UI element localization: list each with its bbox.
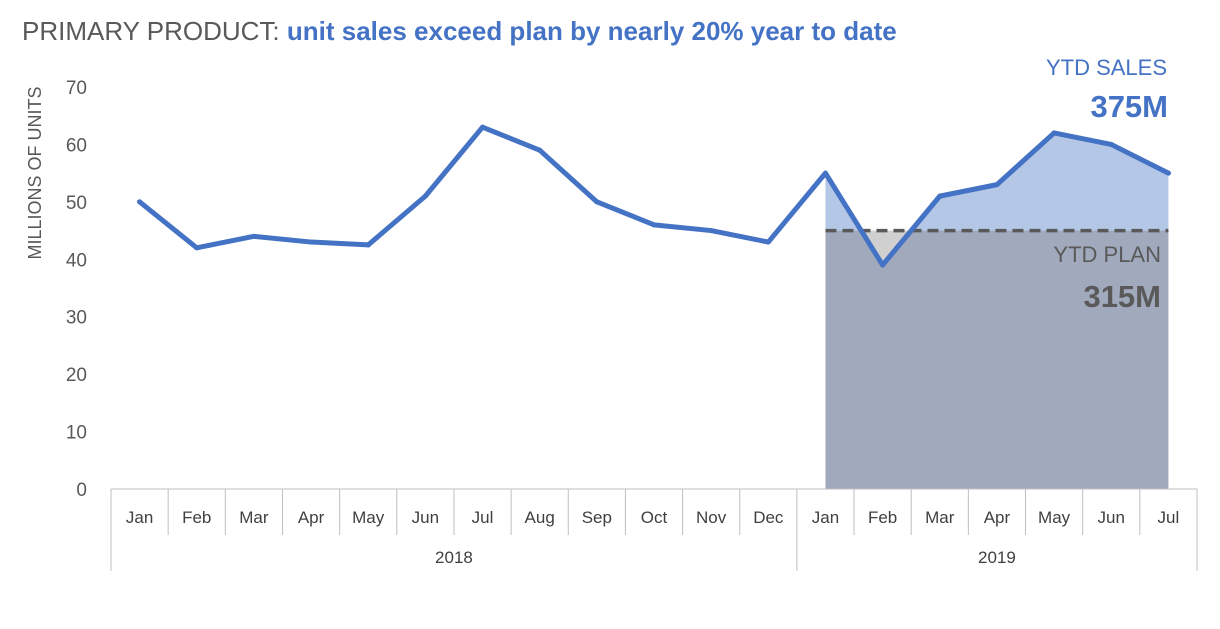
x-tick-label: Feb — [868, 508, 897, 527]
sales-point-9 — [651, 222, 657, 228]
ytd-sales-annotation: YTD SALES 375M — [1046, 55, 1168, 124]
sales-point-13 — [880, 262, 886, 268]
x-tick-label: Jan — [126, 508, 153, 527]
year-label: 2019 — [978, 548, 1016, 567]
sales-point-11 — [765, 239, 771, 245]
x-tick-label: Oct — [641, 508, 668, 527]
area-layer — [825, 132, 1169, 490]
ytd-sales-value: 375M — [1090, 89, 1168, 124]
x-tick-label: Jul — [472, 508, 494, 527]
x-axis: Jan Feb Mar Apr May Jun Jul Aug Sep Oct Nov Dec Jan F… — [110, 488, 1198, 571]
y-tick-label: 0 — [76, 480, 87, 501]
x-tick-label: May — [1038, 508, 1071, 527]
ytd-plan-annotation: YTD PLAN 315M — [1053, 242, 1161, 314]
x-tick-label: Dec — [753, 508, 784, 527]
y-tick-label: 30 — [66, 308, 87, 329]
y-axis: 0 10 20 30 40 50 60 70 — [66, 78, 87, 501]
line-layer — [137, 124, 1171, 268]
sales-point-14 — [937, 193, 943, 199]
x-tick-label: Apr — [984, 508, 1011, 527]
y-tick-label: 50 — [66, 193, 87, 214]
sales-point-4 — [365, 242, 371, 248]
sales-point-5 — [422, 193, 428, 199]
y-tick-label: 40 — [66, 250, 87, 271]
y-tick-label: 60 — [66, 135, 87, 156]
chart-title-prefix: PRIMARY PRODUCT: — [22, 16, 287, 46]
sales-point-1 — [194, 245, 200, 251]
x-tick-label: Feb — [182, 508, 211, 527]
sales-point-18 — [1165, 170, 1171, 176]
sales-point-7 — [537, 147, 543, 153]
y-tick-label: 10 — [66, 423, 87, 444]
x-tick-label: Jan — [812, 508, 839, 527]
year-label: 2018 — [435, 548, 473, 567]
ytd-plan-label: YTD PLAN — [1053, 242, 1161, 267]
x-tick-label: Jul — [1158, 508, 1180, 527]
chart-title: PRIMARY PRODUCT: unit sales exceed plan … — [22, 16, 897, 46]
x-tick-label: Apr — [298, 508, 325, 527]
ytd-plan-value: 315M — [1083, 279, 1161, 314]
ytd-plan-area — [825, 230, 1169, 489]
sales-point-8 — [594, 199, 600, 205]
y-axis-label: MILLIONS OF UNITS — [25, 86, 45, 259]
x-tick-label: Jun — [412, 508, 439, 527]
x-tick-label: May — [352, 508, 385, 527]
x-tick-label: Sep — [582, 508, 612, 527]
sales-point-10 — [708, 228, 714, 234]
sales-point-16 — [1051, 130, 1057, 136]
x-tick-label: Jun — [1098, 508, 1125, 527]
sales-point-12 — [822, 170, 828, 176]
sales-point-2 — [251, 233, 257, 239]
x-tick-label: Aug — [525, 508, 555, 527]
sales-point-3 — [308, 239, 314, 245]
y-tick-label: 70 — [66, 78, 87, 99]
ytd-sales-label: YTD SALES — [1046, 55, 1167, 80]
sales-point-6 — [480, 124, 486, 130]
x-tick-label: Nov — [696, 508, 727, 527]
sales-point-0 — [137, 199, 143, 205]
sales-point-15 — [994, 182, 1000, 188]
x-tick-label: Mar — [239, 508, 269, 527]
x-tick-label: Mar — [925, 508, 955, 527]
y-tick-label: 20 — [66, 365, 87, 386]
chart-title-emphasis: unit sales exceed plan by nearly 20% yea… — [287, 16, 897, 46]
sales-point-17 — [1108, 141, 1114, 147]
